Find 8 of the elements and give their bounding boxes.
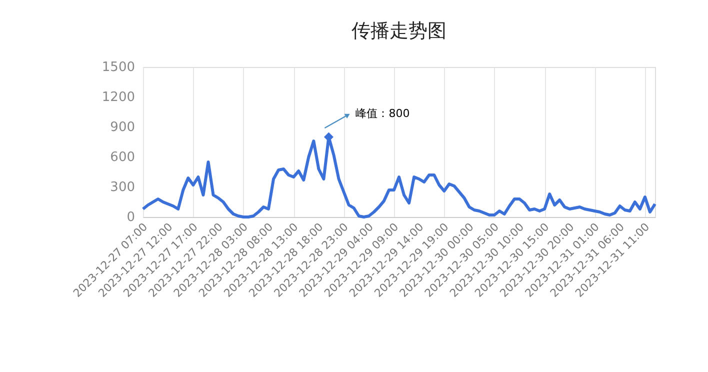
- y-tick-label: 300: [110, 180, 135, 195]
- y-tick-label: 600: [110, 150, 135, 165]
- chart-title: 传播走势图: [352, 20, 446, 42]
- y-tick-label: 0: [126, 210, 135, 225]
- y-tick-label: 900: [110, 120, 135, 135]
- annotation: 峰值：800: [356, 107, 410, 120]
- y-tick-label: 1200: [102, 90, 135, 105]
- y-tick-label: 1500: [102, 60, 135, 75]
